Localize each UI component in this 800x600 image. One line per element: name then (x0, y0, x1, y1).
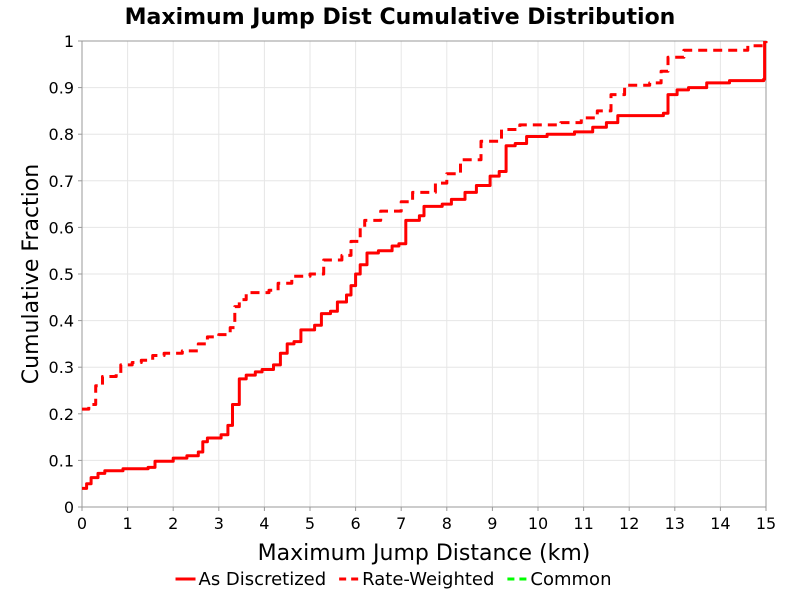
y-axis-label: Cumulative Fraction (19, 164, 44, 384)
y-axis-ticks: 0 0.1 0.2 0.3 0.4 0.5 0.6 0.7 0.8 0.9 1 (49, 32, 82, 517)
x-tick-label: 8 (442, 514, 452, 533)
x-tick-label: 3 (214, 514, 224, 533)
x-tick-label: 14 (710, 514, 730, 533)
y-tick-label: 0.8 (49, 125, 74, 144)
x-axis-ticks: 0 1 2 3 4 5 6 7 8 9 10 11 12 13 14 15 (77, 507, 776, 533)
y-tick-label: 0.3 (49, 358, 74, 377)
x-tick-label: 1 (123, 514, 133, 533)
x-tick-label: 6 (351, 514, 361, 533)
y-tick-label: 0.4 (49, 312, 74, 331)
chart-title: Maximum Jump Dist Cumulative Distributio… (125, 5, 676, 30)
x-tick-label: 2 (168, 514, 178, 533)
y-tick-label: 0 (64, 498, 74, 517)
y-tick-label: 0.5 (49, 265, 74, 284)
y-tick-label: 0.1 (49, 451, 74, 470)
y-tick-label: 0.6 (49, 218, 74, 237)
legend-label: As Discretized (199, 569, 327, 590)
legend-label: Common (530, 569, 611, 590)
legend-item: Common (507, 569, 611, 590)
x-tick-label: 4 (259, 514, 269, 533)
legend-item: Rate-Weighted (339, 569, 494, 590)
x-tick-label: 11 (573, 514, 593, 533)
legend-label: Rate-Weighted (362, 569, 494, 590)
x-tick-label: 7 (396, 514, 406, 533)
series-line-rate-weighted (82, 41, 768, 411)
x-tick-label: 0 (77, 514, 87, 533)
y-tick-label: 0.9 (49, 79, 74, 98)
x-tick-label: 10 (528, 514, 548, 533)
x-axis-label: Maximum Jump Distance (km) (258, 541, 591, 566)
series-line-as-discretized (82, 41, 767, 490)
series-lines (82, 41, 768, 490)
x-tick-label: 12 (619, 514, 639, 533)
x-tick-label: 5 (305, 514, 315, 533)
x-tick-label: 13 (665, 514, 685, 533)
x-tick-label: 9 (487, 514, 497, 533)
y-tick-label: 0.7 (49, 172, 74, 191)
grid (81, 40, 767, 508)
y-tick-label: 0.2 (49, 405, 74, 424)
x-tick-label: 15 (756, 514, 776, 533)
legend-item: As Discretized (175, 569, 327, 590)
y-tick-label: 1 (64, 32, 74, 51)
legend: As Discretized Rate-Weighted Common (175, 569, 611, 590)
